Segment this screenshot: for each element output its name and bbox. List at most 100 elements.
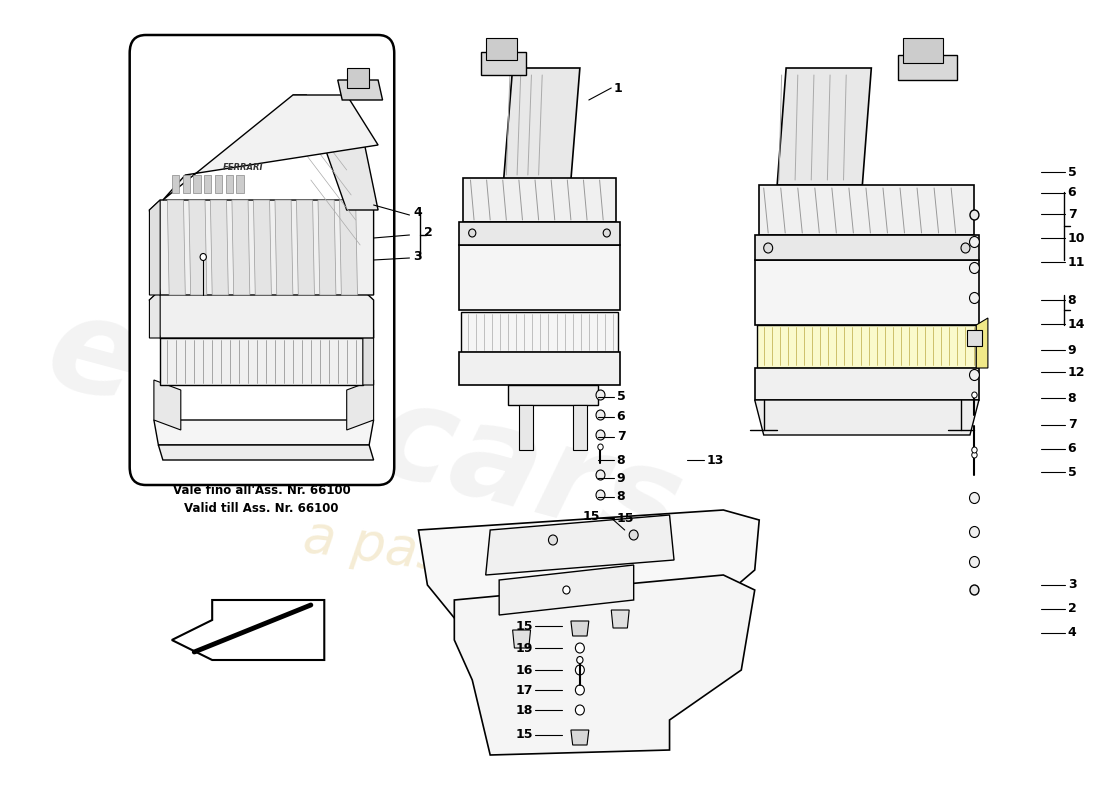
Circle shape bbox=[969, 237, 979, 247]
Circle shape bbox=[969, 370, 979, 381]
Polygon shape bbox=[154, 380, 180, 430]
Text: 5: 5 bbox=[617, 390, 626, 403]
Text: 5: 5 bbox=[1068, 166, 1077, 178]
Bar bbox=[214, 175, 222, 193]
Polygon shape bbox=[293, 95, 378, 210]
Polygon shape bbox=[161, 338, 363, 385]
Polygon shape bbox=[755, 368, 979, 400]
Circle shape bbox=[596, 390, 605, 400]
Polygon shape bbox=[163, 95, 378, 200]
Circle shape bbox=[969, 262, 979, 274]
Bar bbox=[903, 38, 943, 63]
Polygon shape bbox=[758, 325, 976, 368]
Polygon shape bbox=[755, 260, 979, 325]
Circle shape bbox=[971, 452, 977, 458]
Circle shape bbox=[597, 444, 603, 450]
Polygon shape bbox=[275, 200, 293, 295]
Polygon shape bbox=[253, 200, 272, 295]
Polygon shape bbox=[967, 330, 981, 346]
Polygon shape bbox=[318, 200, 336, 295]
Polygon shape bbox=[150, 290, 374, 338]
Text: 16: 16 bbox=[516, 663, 534, 677]
Circle shape bbox=[969, 493, 979, 503]
Polygon shape bbox=[459, 245, 620, 310]
Polygon shape bbox=[486, 515, 674, 575]
Text: 7: 7 bbox=[617, 430, 626, 443]
Circle shape bbox=[596, 490, 605, 500]
Polygon shape bbox=[150, 290, 161, 338]
Bar bbox=[346, 68, 370, 88]
Text: 5: 5 bbox=[1068, 466, 1077, 478]
Text: 19: 19 bbox=[516, 642, 534, 654]
Polygon shape bbox=[459, 222, 620, 245]
Text: 3: 3 bbox=[414, 250, 421, 263]
Polygon shape bbox=[755, 235, 979, 260]
Circle shape bbox=[200, 254, 207, 261]
Polygon shape bbox=[519, 405, 534, 450]
Text: 15: 15 bbox=[516, 619, 534, 633]
Text: 14: 14 bbox=[1068, 318, 1086, 330]
Text: 8: 8 bbox=[617, 490, 625, 503]
Bar bbox=[226, 175, 233, 193]
Text: 9: 9 bbox=[617, 471, 625, 485]
Polygon shape bbox=[150, 200, 161, 295]
Circle shape bbox=[596, 470, 605, 480]
Circle shape bbox=[575, 643, 584, 653]
Polygon shape bbox=[462, 312, 617, 352]
Polygon shape bbox=[504, 68, 580, 180]
Circle shape bbox=[763, 243, 772, 253]
Circle shape bbox=[970, 210, 979, 220]
Polygon shape bbox=[346, 380, 374, 430]
Text: 7: 7 bbox=[1068, 207, 1077, 221]
Text: eurocars: eurocars bbox=[34, 285, 695, 575]
Text: 6: 6 bbox=[1068, 442, 1076, 455]
Text: 12: 12 bbox=[1068, 366, 1086, 378]
Text: FERRARI: FERRARI bbox=[223, 163, 264, 173]
Text: 3: 3 bbox=[1068, 578, 1076, 591]
Circle shape bbox=[969, 293, 979, 303]
Text: 4: 4 bbox=[1068, 626, 1077, 639]
Text: 4: 4 bbox=[414, 206, 421, 218]
Polygon shape bbox=[778, 68, 871, 185]
Polygon shape bbox=[418, 510, 759, 640]
Polygon shape bbox=[571, 621, 588, 636]
Polygon shape bbox=[759, 185, 975, 235]
Polygon shape bbox=[508, 385, 597, 405]
Bar bbox=[194, 175, 200, 193]
Bar bbox=[183, 175, 190, 193]
Polygon shape bbox=[571, 730, 588, 745]
Polygon shape bbox=[499, 565, 634, 615]
Polygon shape bbox=[459, 352, 620, 385]
Text: 10: 10 bbox=[1068, 231, 1086, 245]
Text: 6: 6 bbox=[617, 410, 625, 423]
Polygon shape bbox=[340, 200, 358, 295]
Circle shape bbox=[575, 705, 584, 715]
Text: 17: 17 bbox=[516, 683, 534, 697]
Text: 15: 15 bbox=[516, 729, 534, 742]
Bar bbox=[236, 175, 243, 193]
Text: 13: 13 bbox=[706, 454, 724, 466]
Polygon shape bbox=[481, 52, 526, 75]
Text: 8: 8 bbox=[1068, 391, 1076, 405]
Circle shape bbox=[576, 657, 583, 663]
Text: Valid till Ass. Nr. 66100: Valid till Ass. Nr. 66100 bbox=[185, 502, 339, 514]
Polygon shape bbox=[976, 318, 988, 368]
Polygon shape bbox=[463, 178, 616, 222]
Polygon shape bbox=[189, 200, 207, 295]
Text: Vale fino all'Ass. Nr. 66100: Vale fino all'Ass. Nr. 66100 bbox=[173, 483, 351, 497]
Circle shape bbox=[629, 530, 638, 540]
Bar bbox=[205, 175, 211, 193]
Bar bbox=[172, 175, 179, 193]
Text: 11: 11 bbox=[1068, 255, 1086, 269]
Circle shape bbox=[969, 557, 979, 567]
Text: 2: 2 bbox=[1068, 602, 1077, 615]
Text: 2: 2 bbox=[424, 226, 432, 238]
Circle shape bbox=[575, 665, 584, 675]
Polygon shape bbox=[210, 200, 229, 295]
Polygon shape bbox=[363, 330, 374, 385]
Polygon shape bbox=[755, 400, 979, 435]
Circle shape bbox=[971, 392, 977, 398]
Text: 9: 9 bbox=[1068, 343, 1076, 357]
Circle shape bbox=[563, 586, 570, 594]
FancyBboxPatch shape bbox=[130, 35, 394, 485]
